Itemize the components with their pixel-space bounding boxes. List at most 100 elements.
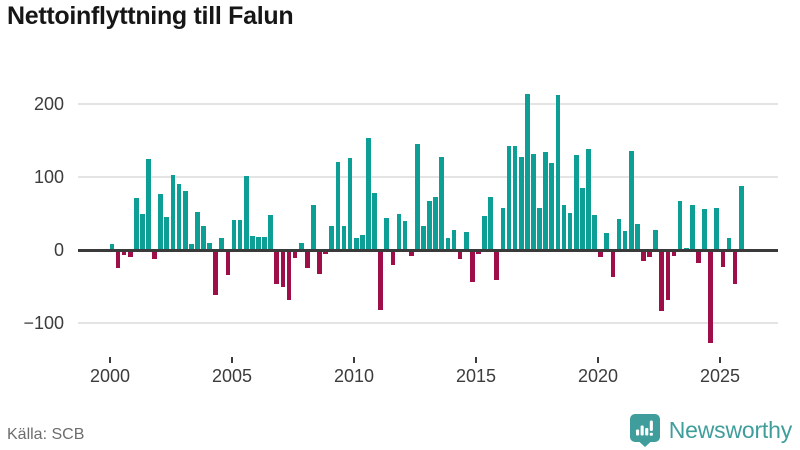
bar-2021Q4 [641,250,646,261]
bar-2025Q3 [732,250,738,285]
bar-2025Q2 [726,237,732,250]
bar-2013Q4 [445,237,451,250]
bar-2008Q1 [305,250,310,269]
bar-2005Q3 [243,176,249,250]
bar-2002Q2 [164,217,170,250]
bar-2006Q1 [256,236,261,250]
bar-2022Q1 [647,250,652,257]
bar-2017Q4 [543,152,548,250]
bar-2024Q3 [708,250,713,343]
bar-2006Q2 [262,236,267,250]
bar-2015Q1 [476,250,481,254]
bar-2012Q4 [421,225,426,250]
bar-2004Q3 [219,237,225,250]
y-axis-label-0: 0 [53,240,64,260]
x-axis-label-2005: 2005 [211,366,253,386]
bar-2003Q1 [182,190,188,250]
bar-2009Q2 [335,161,341,250]
bar-2016Q2 [506,145,512,250]
bar-2012Q2 [408,250,414,256]
bar-2015Q4 [494,250,500,280]
bar-2015Q2 [482,215,487,250]
bar-2013Q2 [433,196,439,250]
bar-2010Q2 [360,235,365,250]
bar-2009Q4 [347,158,353,250]
bar-2021Q2 [628,151,634,250]
newsworthy-logo-text: Newsworthy [668,417,792,443]
bar-2023Q1 [671,250,677,256]
bar-2006Q4 [274,250,280,285]
bar-2020Q1 [598,250,603,258]
bar-2023Q2 [677,201,683,250]
x-axis-label-2010: 2010 [333,366,375,386]
x-axis-tick-2025 [719,357,721,363]
x-axis-tick-2015 [475,357,477,363]
bar-2011Q3 [390,250,396,265]
y-axis-label-200: 200 [33,94,64,114]
bar-2018Q3 [561,205,567,250]
bar-2018Q2 [555,94,561,250]
bar-2009Q1 [329,225,335,250]
bar-2002Q4 [176,184,182,250]
bar-2007Q1 [280,250,286,287]
bar-2019Q2 [579,187,585,250]
bar-2006Q3 [268,214,274,250]
bar-2002Q1 [158,193,164,250]
bar-2014Q3 [463,232,469,250]
bar-2004Q1 [207,243,212,250]
bar-2020Q4 [616,219,622,250]
bar-2017Q2 [531,154,536,250]
bar-2004Q4 [225,250,231,275]
bar-2000Q3 [121,250,127,256]
bar-2012Q1 [402,220,408,250]
bar-2017Q1 [524,93,530,250]
bar-2015Q3 [488,197,493,250]
bar-2007Q3 [292,250,298,259]
bar-2021Q3 [634,224,640,250]
x-axis-tick-2010 [353,357,355,363]
bar-2011Q1 [378,250,384,310]
bar-2000Q4 [127,250,133,258]
x-axis-tick-2020 [597,357,599,363]
bar-2024Q4 [714,208,720,250]
bar-2025Q1 [720,250,726,267]
bar-2003Q4 [201,225,206,250]
bar-2013Q1 [427,201,432,250]
x-axis-label-2000: 2000 [89,366,131,386]
newsworthy-logo: Newsworthy [629,414,792,447]
y-axis-label--100: −100 [23,313,64,333]
bar-2017Q3 [537,207,542,250]
x-axis-tick-2000 [109,357,111,363]
bar-2022Q3 [659,250,665,311]
bar-2020Q3 [610,250,616,277]
bar-2005Q4 [250,236,255,250]
bar-2016Q4 [518,157,524,250]
bar-2008Q2 [311,205,316,250]
y-axis-label-100: 100 [33,167,64,187]
newsworthy-logo-icon [629,414,660,447]
bar-2002Q3 [170,174,176,250]
bar-2014Q4 [469,250,475,283]
bar-2010Q3 [366,137,371,250]
bar-2011Q4 [396,214,402,250]
x-axis-zero-line [78,248,778,252]
x-axis-label-2015: 2015 [455,366,497,386]
bar-2018Q1 [549,163,555,250]
bar-2020Q2 [604,233,610,250]
x-axis-label-2020: 2020 [577,366,619,386]
bar-2007Q4 [298,242,304,250]
bar-2010Q4 [372,193,377,250]
bar-2000Q2 [115,250,121,269]
bar-2014Q1 [451,229,457,250]
bar-2013Q3 [439,156,445,250]
chart-title: Nettoinflyttning till Falun [7,2,294,30]
bar-2025Q4 [738,186,744,250]
bar-2008Q4 [323,250,329,254]
bar-2016Q3 [512,145,518,250]
bar-2003Q2 [188,244,194,250]
bar-2016Q1 [500,207,506,250]
bar-2000Q1 [109,244,115,250]
gridline-200 [78,103,778,105]
source-label: Källa: SCB [7,426,85,443]
